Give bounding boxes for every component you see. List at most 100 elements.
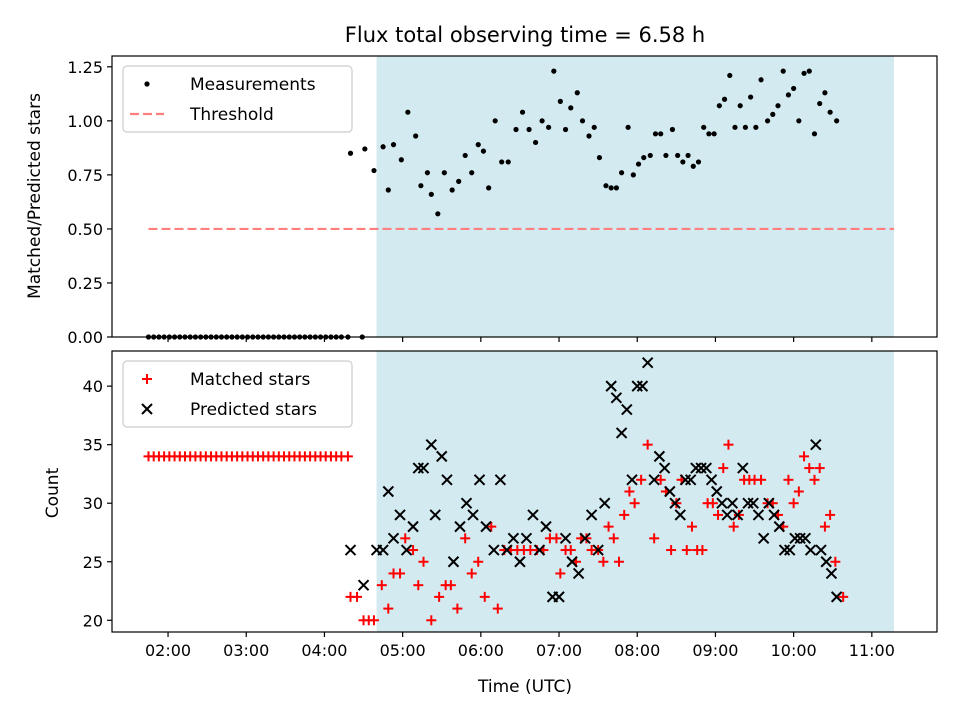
predicted-star-point (494, 474, 507, 486)
predicted-star-point (726, 497, 739, 509)
measurement-point (737, 103, 743, 109)
measurement-point (775, 103, 781, 109)
measurement-point (791, 85, 797, 92)
measurement-point (380, 144, 386, 150)
predicted-star-point (825, 567, 838, 580)
measurement-point (806, 68, 812, 74)
measurement-point (658, 131, 664, 137)
measurement-point (690, 163, 696, 169)
predicted-star-point (436, 450, 448, 463)
measurement-point (405, 109, 411, 115)
measurement-point (413, 133, 419, 139)
measurement-point (492, 118, 498, 124)
matched-star-point (413, 580, 424, 591)
matched-star-point (342, 451, 353, 462)
matched-star-point (418, 556, 429, 567)
measurement-point (608, 185, 614, 191)
matched-star-point (445, 580, 456, 591)
predicted-star-point (417, 462, 430, 474)
predicted-star-point (815, 544, 827, 556)
predicted-star-point (394, 509, 406, 521)
measurement-point (551, 68, 557, 74)
predicted-star-point (610, 392, 623, 404)
measurement-point (557, 98, 563, 104)
measurement-point (625, 124, 631, 130)
measurement-point (701, 124, 707, 130)
predicted-star-point (559, 532, 572, 545)
matched-star-point (613, 556, 624, 567)
y-tick-label: 0.75 (67, 166, 103, 185)
predicted-star-point (467, 509, 479, 521)
x-tick-label: 06:00 (458, 641, 504, 660)
legend: Measurements Threshold (122, 65, 353, 133)
matched-star-point (608, 533, 619, 544)
measurement-point (680, 159, 686, 165)
measurement-point (748, 94, 754, 100)
predicted-star-point (344, 544, 357, 556)
matched-star-point (728, 521, 739, 532)
measurement-point (586, 133, 592, 139)
measurement-point (418, 183, 424, 189)
measurement-point (796, 118, 802, 124)
x-tick-label: 04:00 (301, 641, 347, 660)
legend-label: Measurements (190, 75, 316, 95)
axes-frame (111, 55, 938, 338)
predicted-star-point (830, 591, 843, 603)
matched-star-point (383, 603, 394, 614)
predicted-star-point (540, 520, 552, 533)
measurement-point (390, 142, 397, 148)
matched-star-point (452, 603, 463, 614)
matched-star-point (809, 474, 820, 485)
predicted-star-point (653, 450, 666, 463)
matched-star-point (479, 591, 490, 602)
matched-star-point (666, 545, 677, 556)
predicted-star-point (752, 509, 765, 521)
predicted-star-point (566, 556, 578, 568)
matched-star-point (408, 545, 419, 556)
predicted-star-point (742, 497, 754, 509)
matched-star-point (426, 615, 437, 626)
measurement-point (385, 187, 391, 193)
measurement-point (827, 109, 833, 115)
measurement-point (579, 118, 586, 124)
measurement-point (526, 126, 532, 133)
measurement-point (764, 118, 771, 124)
observing-window-span (376, 56, 894, 337)
y-tick-label: 20 (83, 611, 103, 630)
predicted-star-point (572, 567, 585, 580)
predicted-star-point (664, 485, 676, 498)
y-tick-label: 25 (83, 553, 103, 572)
measurement-point (441, 170, 447, 176)
measurement-point (630, 172, 636, 178)
measurement-point (647, 152, 653, 159)
matched-star-point (655, 474, 666, 485)
y-tick-label: 35 (83, 436, 103, 455)
measurement-point (641, 154, 647, 161)
matched-star-point (713, 509, 724, 520)
measurement-point (505, 159, 511, 165)
y-tick-label: 0.00 (67, 328, 103, 347)
predicted-star-point (658, 462, 671, 474)
y-tick-label: 1.00 (67, 112, 103, 131)
x-tick-label: 07:00 (536, 641, 582, 660)
measurement-point (801, 70, 807, 76)
matched-star-point (400, 533, 411, 544)
x-tick-label: 11:00 (849, 641, 895, 660)
measurement-point (635, 161, 642, 167)
matched-star-point (551, 533, 562, 544)
legend-x-marker (141, 403, 153, 415)
predicted-star-point (357, 579, 370, 591)
matched-star-point (819, 521, 830, 532)
matched-star-point (756, 474, 767, 485)
matched-star-point (565, 545, 576, 556)
matched-star-point (486, 521, 497, 532)
measurement-point (435, 211, 441, 217)
matched-star-point (555, 568, 566, 579)
predicted-star-point (382, 485, 395, 498)
measurement-point (347, 150, 354, 156)
predicted-star-point (407, 520, 419, 533)
bottom-y-axis-label: Count (43, 467, 63, 518)
predicted-star-point (631, 380, 643, 392)
measurement-point (685, 152, 691, 159)
